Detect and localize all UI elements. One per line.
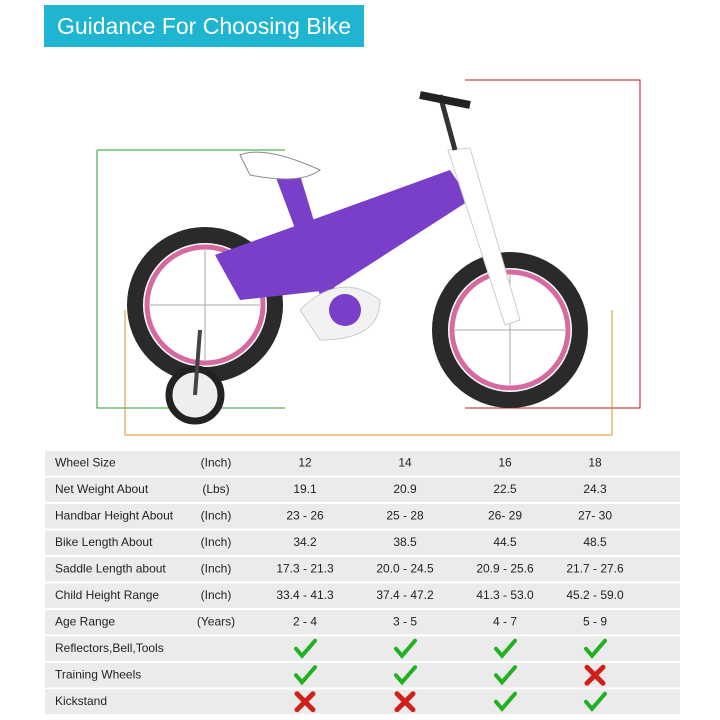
row-background <box>45 557 680 582</box>
row-label: Handbar Height About <box>55 508 174 522</box>
row-background <box>45 504 680 529</box>
check-icon <box>294 665 317 686</box>
cell-value: 4 - 7 <box>493 614 517 628</box>
cell-value: 24.3 <box>583 482 607 496</box>
cell-value: 48.5 <box>583 535 607 549</box>
row-unit: (Inch) <box>201 455 232 469</box>
row-label: Age Range <box>55 614 115 628</box>
check-icon <box>494 665 517 686</box>
check-icon <box>394 665 417 686</box>
row-background <box>45 663 680 688</box>
row-background <box>45 689 680 714</box>
row-background <box>45 636 680 661</box>
title-banner: Guidance For Choosing Bike <box>44 5 364 47</box>
spec-table: Wheel Size (Inch) 12 14 16 18 Net Weight About… <box>45 451 680 714</box>
row-unit: (Inch) <box>201 535 232 549</box>
row-background <box>45 583 680 608</box>
row-label: Reflectors,Bell,Tools <box>55 641 164 655</box>
cell-value: 45.2 - 59.0 <box>566 588 624 602</box>
cross-icon <box>394 691 416 713</box>
cross-icon <box>294 691 316 713</box>
check-icon <box>294 638 317 659</box>
cell-value: 19.1 <box>293 482 317 496</box>
cell-value: 18 <box>588 455 602 469</box>
check-icon <box>584 691 607 712</box>
cell-value: 21.7 - 27.6 <box>566 561 624 575</box>
row-label: Kickstand <box>55 694 107 708</box>
cell-value: 12 <box>298 455 312 469</box>
row-label: Saddle Length about <box>55 561 166 575</box>
cell-value: 38.5 <box>393 535 417 549</box>
cell-value: 33.4 - 41.3 <box>276 588 334 602</box>
cell-value: 20.9 <box>393 482 417 496</box>
cell-value: 17.3 - 21.3 <box>276 561 334 575</box>
check-icon <box>494 691 517 712</box>
cell-value: 44.5 <box>493 535 517 549</box>
bike-illustration <box>96 79 641 436</box>
cell-value: 16 <box>498 455 512 469</box>
check-icon <box>394 638 417 659</box>
cell-value: 14 <box>398 455 412 469</box>
cell-value: 37.4 - 47.2 <box>376 588 434 602</box>
cell-value: 20.9 - 25.6 <box>476 561 534 575</box>
row-label: Net Weight About <box>55 482 149 496</box>
row-background <box>45 477 680 502</box>
cross-icon <box>584 664 606 686</box>
row-label: Wheel Size <box>55 455 116 469</box>
cell-value: 23 - 26 <box>286 508 324 522</box>
cell-value: 20.0 - 24.5 <box>376 561 434 575</box>
cell-value: 26- 29 <box>488 508 522 522</box>
row-background <box>45 610 680 635</box>
cell-value: 2 - 4 <box>293 614 317 628</box>
row-unit: (Inch) <box>201 508 232 522</box>
row-background <box>45 451 680 476</box>
row-label: Child Height Range <box>55 588 159 602</box>
cell-value: 34.2 <box>293 535 317 549</box>
row-background <box>45 530 680 555</box>
cell-value: 41.3 - 53.0 <box>476 588 534 602</box>
row-unit: (Years) <box>197 614 235 628</box>
row-unit: (Lbs) <box>202 482 229 496</box>
row-label: Bike Length About <box>55 535 153 549</box>
cell-value: 5 - 9 <box>583 614 607 628</box>
cell-value: 25 - 28 <box>386 508 424 522</box>
row-unit: (Inch) <box>201 561 232 575</box>
row-label: Training Wheels <box>55 667 141 681</box>
check-icon <box>494 638 517 659</box>
cell-value: 3 - 5 <box>393 614 417 628</box>
cell-value: 22.5 <box>493 482 517 496</box>
check-icon <box>584 638 607 659</box>
row-unit: (Inch) <box>201 588 232 602</box>
cell-value: 27- 30 <box>578 508 612 522</box>
